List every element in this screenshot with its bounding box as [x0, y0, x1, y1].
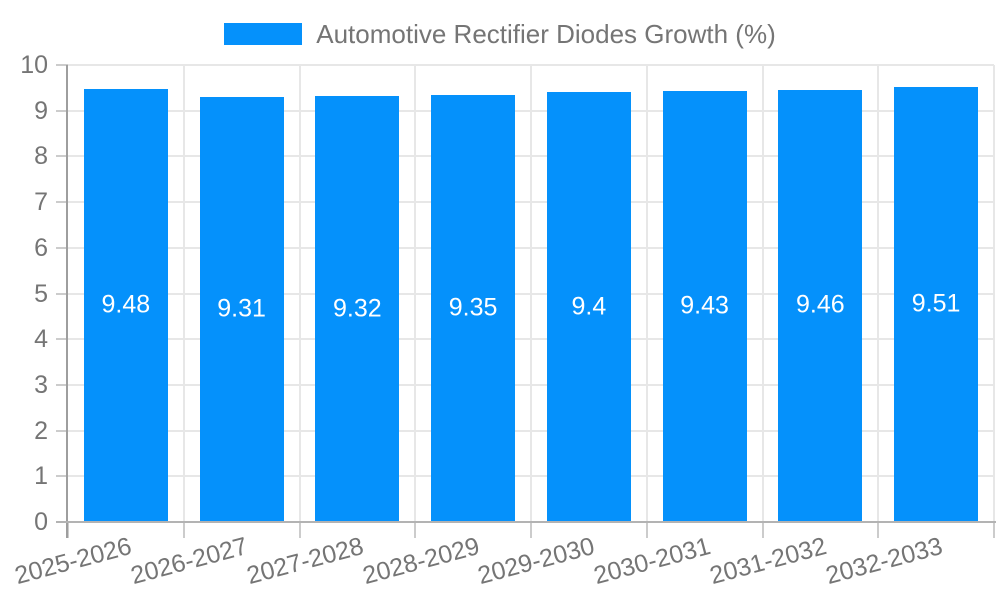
legend-series-label: Automotive Rectifier Diodes Growth (%) [316, 19, 776, 49]
y-axis-tick [56, 338, 68, 341]
y-axis-tick [56, 475, 68, 478]
y-axis-tick [56, 292, 68, 295]
bar-2026-2027[interactable]: 9.31 [199, 96, 284, 521]
x-gridline [993, 65, 995, 522]
bar-value-label: 9.43 [680, 291, 729, 320]
x-gridline [414, 65, 417, 522]
x-axis-tick [298, 522, 301, 538]
bar-value-label: 9.31 [217, 294, 266, 323]
y-axis-tick-label: 1 [34, 462, 48, 491]
y-axis-tick-label: 4 [34, 325, 48, 354]
x-axis-tick [414, 522, 417, 538]
x-axis-tick [645, 522, 648, 538]
y-axis-tick [56, 109, 68, 112]
y-axis-tick [56, 246, 68, 249]
y-axis-line [66, 65, 68, 538]
y-axis-tick [56, 201, 68, 204]
x-gridline [645, 65, 648, 522]
y-axis-tick [56, 155, 68, 158]
bar-value-label: 9.46 [796, 290, 845, 319]
legend-color-swatch [224, 23, 303, 45]
x-axis-tick [67, 522, 69, 538]
bar-2031-2032[interactable]: 9.46 [778, 89, 863, 521]
bar-value-label: 9.51 [911, 289, 961, 318]
y-axis-tick [56, 429, 68, 432]
bar-value-label: 9.48 [101, 290, 151, 319]
x-axis-line [56, 521, 996, 523]
bar-2029-2030[interactable]: 9.4 [546, 92, 631, 521]
y-axis-tick-label: 10 [20, 51, 48, 79]
x-axis-tick-label: 2030-2031 [590, 532, 714, 591]
y-axis-tick-label: 9 [34, 96, 48, 125]
x-axis-tick [182, 522, 185, 538]
x-axis-tick-label: 2025-2026 [12, 532, 135, 591]
bar-2028-2029[interactable]: 9.35 [431, 94, 516, 521]
x-axis-tick [530, 522, 532, 538]
x-axis-tick-label: 2032-2033 [822, 532, 946, 591]
x-axis-tick [761, 522, 764, 538]
bar-2027-2028[interactable]: 9.32 [315, 96, 400, 521]
x-axis-tick-label: 2031-2032 [706, 532, 830, 591]
y-axis-tick [56, 64, 68, 66]
x-axis-tick-label: 2029-2030 [475, 532, 598, 591]
x-gridline [761, 65, 764, 522]
x-axis-tick [993, 522, 995, 538]
chart-legend[interactable]: Automotive Rectifier Diodes Growth (%) [0, 20, 1000, 48]
bar-2032-2033[interactable]: 9.51 [894, 87, 979, 521]
x-axis-tick [877, 522, 880, 538]
y-axis-tick-label: 0 [34, 508, 48, 536]
x-gridline [530, 65, 532, 522]
bar-value-label: 9.35 [448, 293, 498, 322]
bar-value-label: 9.4 [571, 292, 607, 321]
x-axis-tick-label: 2028-2029 [359, 532, 483, 591]
bar-value-label: 9.32 [333, 294, 382, 323]
y-axis-tick-label: 5 [34, 279, 48, 308]
x-gridline [298, 65, 301, 522]
y-axis-tick-label: 6 [34, 233, 48, 262]
bar-2025-2026[interactable]: 9.48 [83, 88, 168, 521]
x-gridline [182, 65, 185, 522]
y-axis-tick-label: 2 [34, 416, 48, 445]
x-axis-tick-label: 2027-2028 [243, 532, 367, 591]
y-axis-tick-label: 8 [34, 142, 48, 171]
x-axis-tick-label: 2026-2027 [127, 532, 251, 591]
bar-2030-2031[interactable]: 9.43 [662, 91, 747, 521]
y-axis-tick-label: 3 [34, 370, 48, 399]
y-axis-tick [56, 383, 68, 386]
x-gridline [877, 65, 880, 522]
y-axis-tick-label: 7 [34, 188, 48, 217]
